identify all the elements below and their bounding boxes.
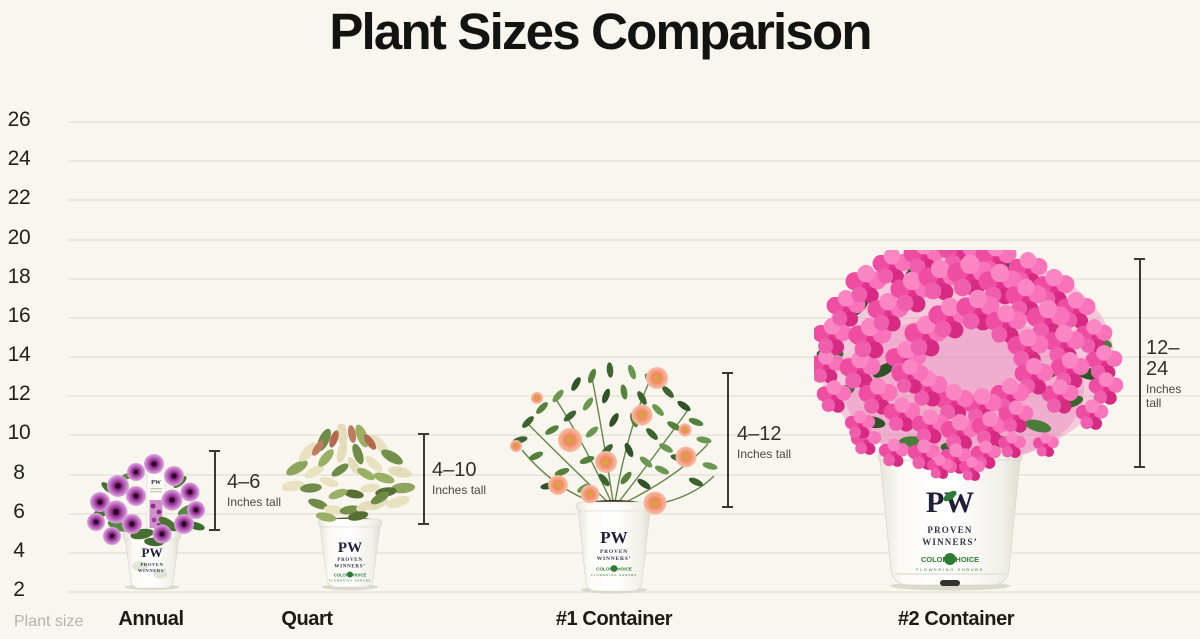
page-title: Plant Sizes Comparison [329,3,872,60]
category-label-annual: Annual [118,608,184,630]
y-tick-label: 24 [7,146,31,170]
category-label-1-container: #1 Container [555,608,673,630]
measure-label-2-container: 12–24 Inches tall [1146,337,1200,411]
gridline [68,356,1200,358]
y-tick-label: 16 [7,303,31,327]
gridline [68,395,1200,398]
pot-logo-text: PW [338,540,362,556]
gridline [68,121,1200,123]
tag-logo-text: PW [151,480,161,486]
gridline [68,434,1200,437]
y-tick-label: 6 [13,499,25,523]
plant-2-container: PW PROVEN WINNERS’ COLOR CHOICE FLOWERIN… [807,231,1128,592]
color-choice-text: COLOR CHOICE [334,573,367,578]
gridline [68,473,1200,476]
pot-logo-text: PW [600,528,627,547]
category-label-2-container: #2 Container [897,608,1015,630]
measure-bracket-2-container [1134,258,1145,468]
y-tick-label: 14 [7,342,31,366]
size-unit: Inches tall [1146,382,1182,410]
plant-2-container-illustration: PW PROVEN WINNERS’ COLOR CHOICE FLOWERIN… [807,231,1124,591]
pot-brand-line2: WINNERS’ [138,568,166,573]
gridline [68,238,1200,241]
flowering-shrubs-text: FLOWERING SHRUBS [591,573,637,577]
pot-brand-line2: WINNERS’ [922,537,978,547]
measure-bracket-quart [418,433,429,525]
pot-brand-line1: PROVEN [337,558,362,563]
size-range: 4–12 [737,423,782,445]
plant-1-container: PW PROVEN WINNERS’ COLOR CHOICE FLOWERIN… [492,358,738,594]
gridline [68,277,1200,280]
pw-leaf-icon [943,490,957,502]
flowering-shrubs-text: FLOWERING SHRUBS [916,567,984,572]
pot-brand-line1: PROVEN [141,562,164,567]
plant-1-container-illustration: PW PROVEN WINNERS’ COLOR CHOICE FLOWERIN… [509,362,719,594]
pot: PW PROVEN WINNERS’ COLOR CHOICE FLOWERIN… [317,517,383,588]
y-tick-label: 26 [7,107,31,131]
plant-annual-illustration: PW PROVEN WINNERS’ PW [87,454,206,590]
color-choice-icon [347,571,353,578]
gridline [68,316,1200,319]
measure-label-quart: 4–10 Inches tall [432,459,487,498]
color-choice-text: COLOR CHOICE [596,567,632,572]
gridline [68,199,1200,202]
plant-quart-illustration: PW PROVEN WINNERS’ COLOR CHOICE FLOWERIN… [280,421,416,591]
plant-annual: PW PROVEN WINNERS’ PW [84,446,208,592]
measure-bracket-annual [209,450,220,531]
y-tick-label: 2 [13,577,25,601]
y-tick-label: 12 [7,381,31,405]
plant-quart: PW PROVEN WINNERS’ COLOR CHOICE FLOWERIN… [280,421,426,594]
pot-brand-line2: WINNERS’ [597,556,632,562]
pot-brand-line1: PROVEN [927,525,972,535]
foliage [280,421,416,524]
gridline [68,160,1200,163]
size-range: 12–24 [1146,337,1180,380]
size-unit: Inches tall [227,495,282,509]
y-tick-label: 18 [7,264,31,288]
measure-label-1-container: 4–12 Inches tall [737,423,792,462]
y-tick-label: 8 [13,460,25,484]
y-tick-label: 20 [7,225,31,249]
size-range: 4–10 [432,459,477,481]
measure-label-annual: 4–6 Inches tall [227,471,282,510]
pot-logo-text: PW [142,545,163,560]
y-tick-label: 4 [13,538,25,562]
pot-brand-line2: WINNERS’ [334,565,365,570]
x-axis-label: Plant size [14,613,84,630]
pot-logo-text: PW [926,486,974,519]
flowering-shrubs-text: FLOWERING SHRUBS [329,579,371,583]
color-choice-icon [944,553,956,565]
pot-brand-line1: PROVEN [600,549,628,555]
color-choice-icon [610,565,618,572]
color-choice-text: COLOR CHOICE [921,555,979,564]
y-tick-label: 10 [7,421,31,445]
pot: PW PROVEN WINNERS’ COLOR CHOICE FLOWERIN… [575,500,653,592]
size-range: 4–6 [227,471,261,493]
size-unit: Inches tall [432,483,487,497]
size-unit: Inches tall [737,447,792,461]
measure-bracket-1-container [722,372,733,508]
y-tick-label: 22 [7,186,31,210]
category-label-quart: Quart [281,608,333,630]
